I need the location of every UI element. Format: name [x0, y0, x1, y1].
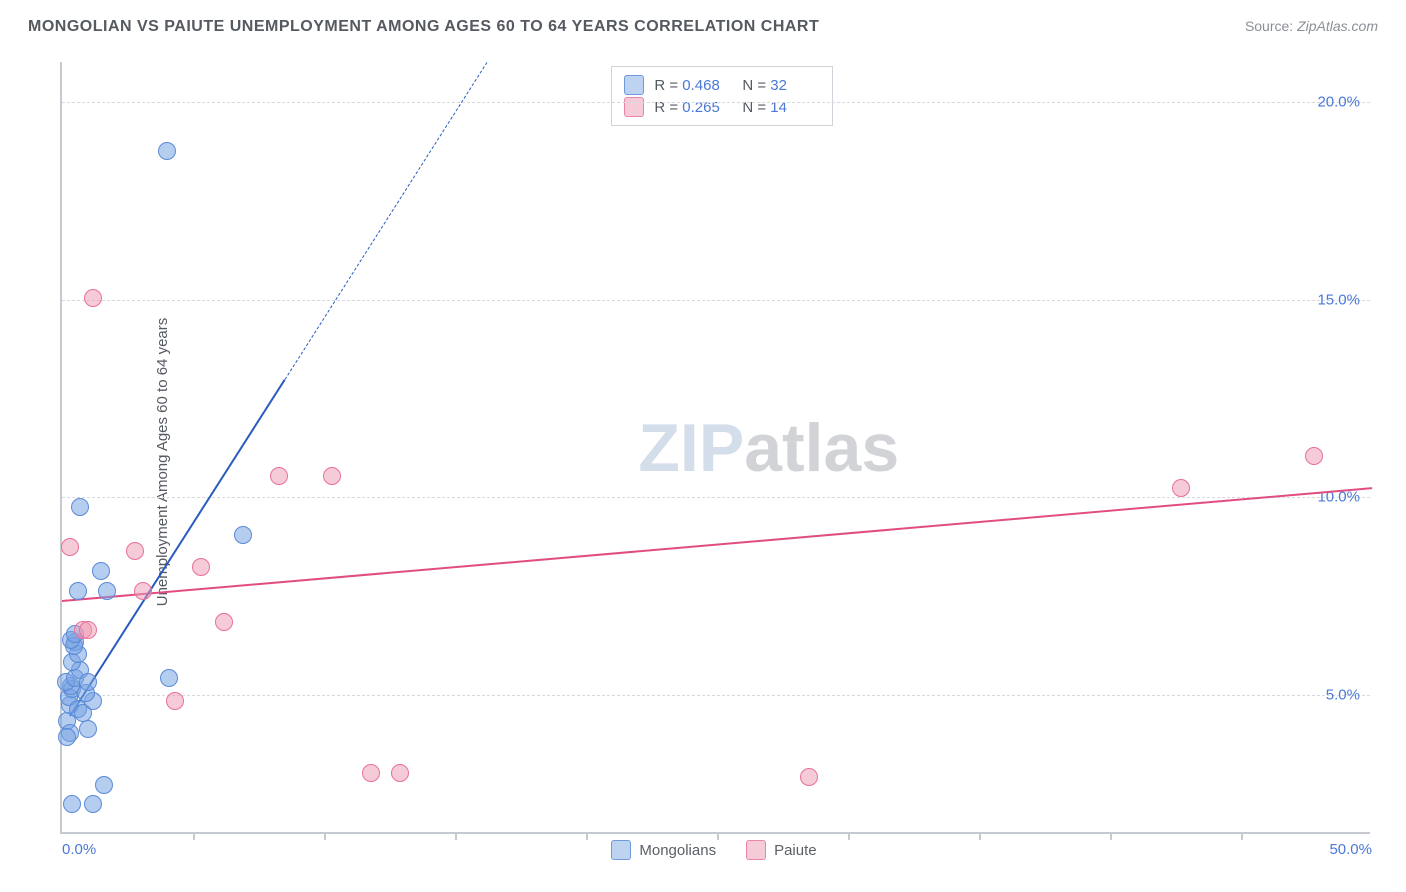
x-tick-mark [455, 832, 457, 840]
point-paiute [323, 467, 341, 485]
point-mongolians [84, 795, 102, 813]
y-tick-label: 15.0% [1317, 291, 1360, 308]
x-tick-mark [586, 832, 588, 840]
x-tick-mark [193, 832, 195, 840]
x-tick-mark [324, 832, 326, 840]
point-paiute [166, 692, 184, 710]
x-tick-mark [848, 832, 850, 840]
chart-area: Unemployment Among Ages 60 to 64 years Z… [22, 52, 1382, 872]
stats-row-paiute: R = 0.265 N = 14 [624, 97, 820, 117]
point-paiute [215, 613, 233, 631]
source-attribution: Source: ZipAtlas.com [1245, 18, 1378, 34]
swatch-mongolians-icon [611, 840, 631, 860]
source-label: Source: [1245, 18, 1293, 34]
point-mongolians [98, 582, 116, 600]
point-paiute [270, 467, 288, 485]
legend-item-paiute: Paiute [746, 840, 817, 860]
x-tick-mark [1110, 832, 1112, 840]
point-mongolians [71, 498, 89, 516]
stats-row-mongolians: R = 0.468 N = 32 [624, 75, 820, 95]
swatch-paiute-icon [746, 840, 766, 860]
point-paiute [362, 764, 380, 782]
point-mongolians [79, 720, 97, 738]
point-mongolians [58, 728, 76, 746]
point-mongolians [158, 142, 176, 160]
swatch-paiute-icon [624, 97, 644, 117]
n-value-mongolians: 32 [770, 77, 787, 94]
point-paiute [61, 538, 79, 556]
point-paiute [79, 621, 97, 639]
watermark-atlas: atlas [744, 410, 899, 486]
point-paiute [134, 582, 152, 600]
source-value: ZipAtlas.com [1297, 18, 1378, 34]
point-paiute [192, 558, 210, 576]
gridline-h [62, 497, 1370, 498]
plot-region: ZIPatlas R = 0.468 N = 32 R = 0.265 N = … [60, 62, 1370, 834]
y-tick-label: 5.0% [1326, 687, 1360, 704]
point-paiute [800, 768, 818, 786]
x-tick-mark [717, 832, 719, 840]
gridline-h [62, 102, 1370, 103]
chart-title: MONGOLIAN VS PAIUTE UNEMPLOYMENT AMONG A… [28, 18, 819, 36]
x-tick-label: 0.0% [62, 841, 96, 858]
point-mongolians [160, 669, 178, 687]
legend-item-mongolians: Mongolians [611, 840, 716, 860]
x-tick-mark [1241, 832, 1243, 840]
point-mongolians [69, 582, 87, 600]
gridline-h [62, 695, 1370, 696]
r-value-mongolians: 0.468 [682, 77, 720, 94]
legend-label-mongolians: Mongolians [639, 842, 716, 859]
chart-header: MONGOLIAN VS PAIUTE UNEMPLOYMENT AMONG A… [0, 0, 1406, 42]
watermark-zip: ZIP [638, 410, 744, 486]
trendline [69, 379, 286, 717]
swatch-mongolians-icon [624, 75, 644, 95]
y-tick-label: 20.0% [1317, 93, 1360, 110]
point-mongolians [92, 562, 110, 580]
point-mongolians [234, 526, 252, 544]
point-mongolians [95, 776, 113, 794]
trendline [62, 488, 1372, 603]
x-tick-label: 50.0% [1329, 841, 1372, 858]
stats-legend: R = 0.468 N = 32 R = 0.265 N = 14 [611, 66, 833, 126]
legend-label-paiute: Paiute [774, 842, 817, 859]
point-paiute [391, 764, 409, 782]
watermark: ZIPatlas [638, 409, 899, 487]
point-mongolians [79, 673, 97, 691]
x-tick-mark [979, 832, 981, 840]
point-mongolians [63, 795, 81, 813]
point-paiute [1172, 479, 1190, 497]
series-legend: Mongolians Paiute [611, 840, 816, 860]
point-paiute [84, 289, 102, 307]
point-paiute [1305, 447, 1323, 465]
gridline-h [62, 300, 1370, 301]
point-paiute [126, 542, 144, 560]
trendline-extension [284, 62, 487, 379]
